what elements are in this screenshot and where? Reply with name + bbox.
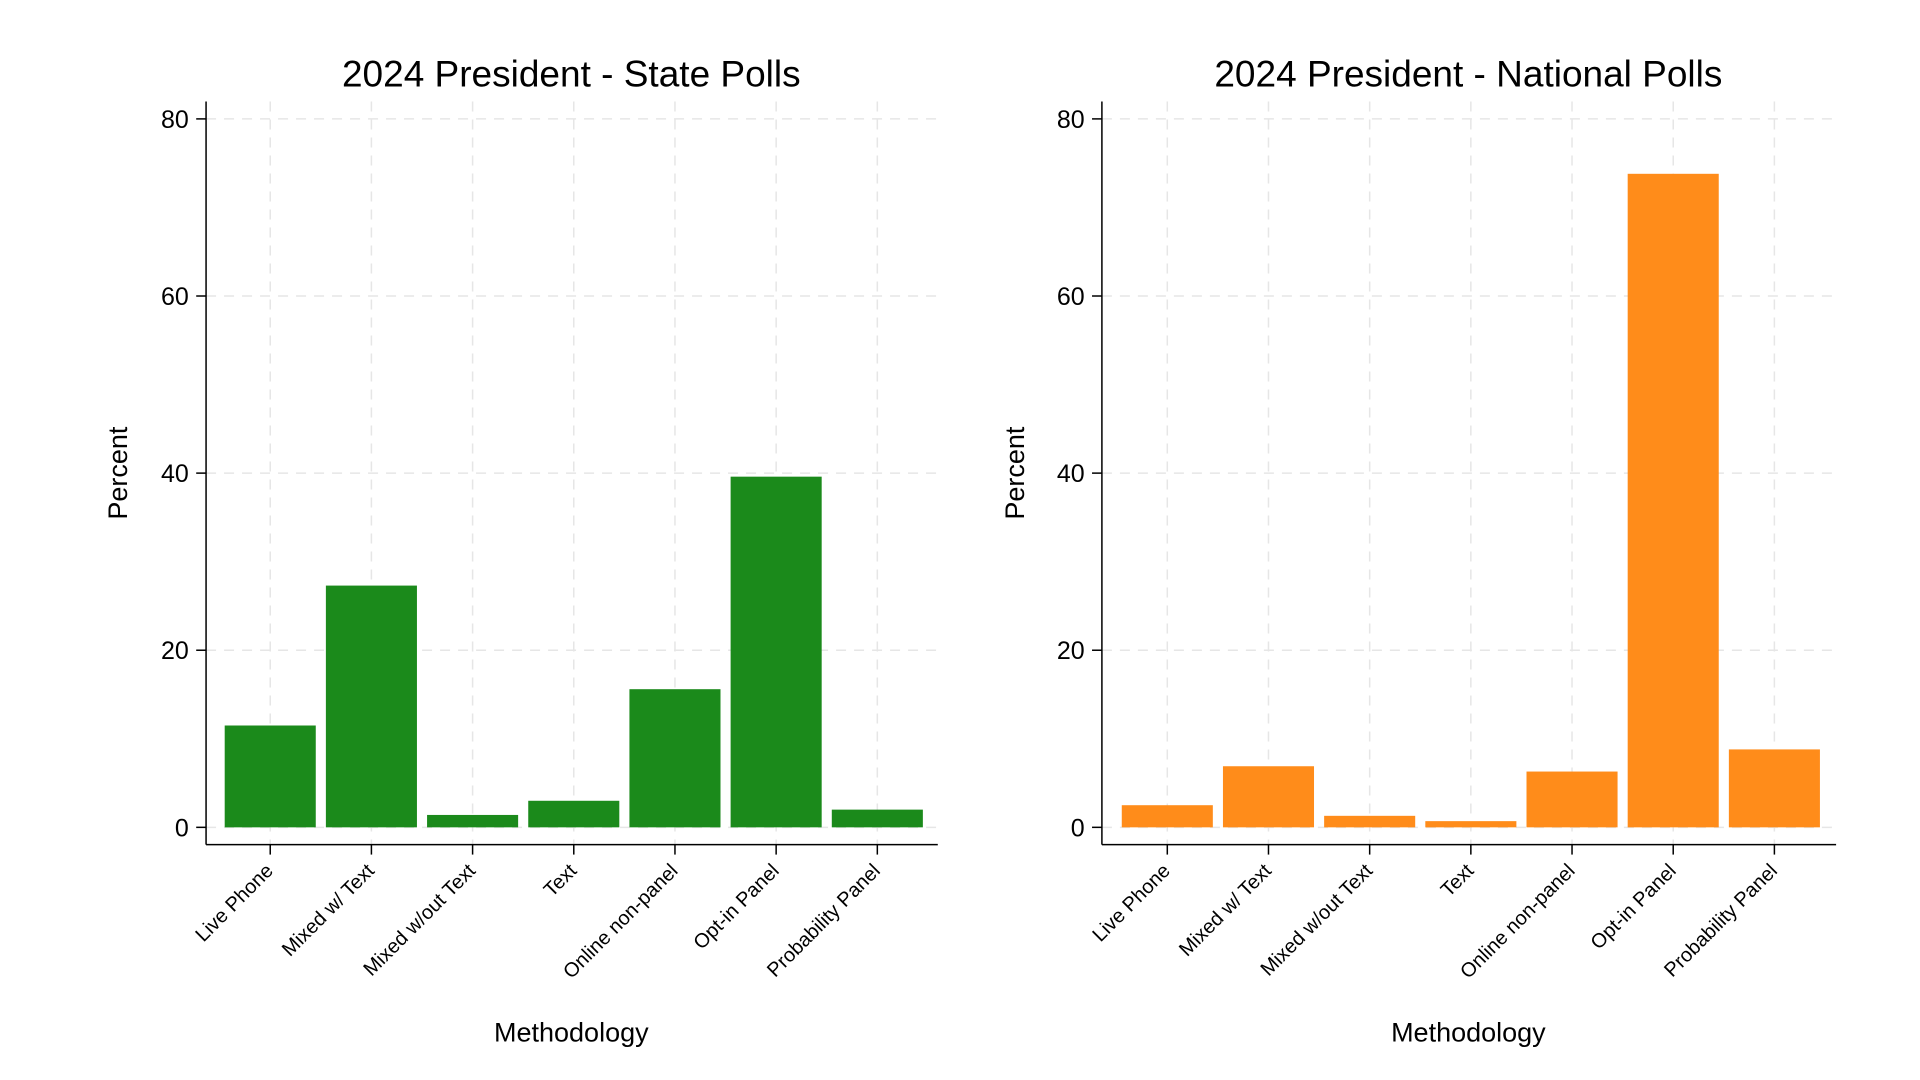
x-tick-label: Live Phone [191,860,277,946]
x-tick-label: Mixed w/out Text [1257,860,1378,981]
bar [427,814,519,828]
bar [528,800,620,828]
bar [1425,821,1517,828]
x-axis-label: Methodology [1391,1018,1546,1048]
x-tick-label: Opt-in Panel [690,860,784,954]
bar [1728,749,1820,828]
y-tick-label: 0 [1071,814,1085,842]
bar [325,585,417,828]
y-tick-label: 20 [1057,637,1085,665]
bar [224,725,316,828]
y-axis-label: Percent [1000,426,1030,520]
chart-title: 2024 President - State Polls [342,54,801,95]
bar [1526,771,1618,828]
bar [730,476,822,828]
bar [831,809,923,828]
national-polls-chart: 2024 President - National Polls Percent … [1000,54,1837,1048]
x-tick-label: Opt-in Panel [1587,860,1681,954]
y-tick-label: 60 [161,283,189,311]
bar [629,689,721,828]
y-tick-label: 60 [1057,283,1085,311]
y-tick-label: 80 [1057,106,1085,134]
state-polls-chart: 2024 President - State Polls Percent Met… [103,54,938,1048]
bar [1324,815,1416,828]
bar [1627,173,1719,828]
bar [1121,805,1213,828]
x-tick-label: Mixed w/ Text [1175,860,1276,961]
x-tick-label: Probability Panel [1660,860,1782,982]
x-axis-label: Methodology [494,1018,649,1048]
chart-title: 2024 President - National Polls [1214,54,1722,95]
y-tick-label: 80 [161,106,189,134]
y-tick-label: 40 [1057,460,1085,488]
bar [1222,766,1315,828]
x-tick-label: Probability Panel [763,860,885,982]
y-axis-label: Percent [103,426,133,520]
x-tick-label: Live Phone [1089,860,1175,946]
x-tick-label: Mixed w/out Text [360,860,481,981]
x-tick-label: Text [540,860,582,902]
y-tick-label: 40 [161,460,189,488]
x-tick-label: Text [1437,860,1479,902]
x-tick-label: Mixed w/ Text [278,860,379,961]
y-tick-label: 0 [175,814,189,842]
y-tick-label: 20 [161,637,189,665]
